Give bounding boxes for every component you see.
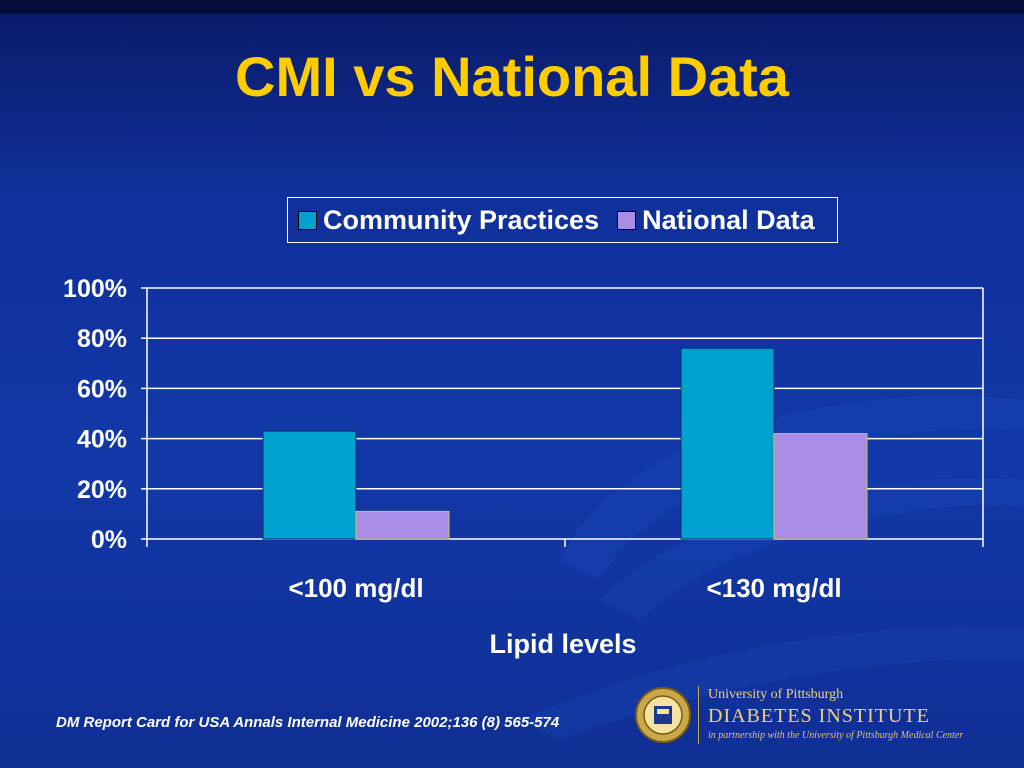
logo-divider (698, 686, 699, 744)
y-tick-label: 0% (91, 526, 127, 554)
citation-footer: DM Report Card for USA Annals Internal M… (56, 714, 560, 731)
bar-national-1 (773, 433, 868, 540)
legend-item-community: Community Practices (288, 205, 599, 236)
university-seal-icon (635, 687, 691, 743)
chart-legend: Community Practices National Data (287, 197, 838, 243)
diabetes-institute-logo: University of Pittsburgh DIABETES INSTIT… (632, 684, 1022, 746)
y-tick-label: 100% (63, 275, 127, 303)
logo-partnership-text: in partnership with the University of Pi… (708, 730, 964, 741)
legend-swatch-national (617, 210, 637, 230)
y-tick-label: 80% (77, 325, 127, 353)
x-axis-label: Lipid levels (489, 629, 636, 659)
legend-label-community: Community Practices (323, 204, 600, 235)
legend-label-national: National Data (642, 204, 815, 235)
x-tick-label: <130 mg/dl (706, 573, 841, 603)
bar-national-0 (355, 510, 450, 540)
bar-community-0 (262, 430, 357, 540)
bar-community-1 (680, 347, 775, 540)
y-tick-label: 20% (77, 476, 127, 504)
bar-chart: 0% 20% 40% 60% 80% 100% <100 mg/dl <130 mg/dl Li… (63, 275, 868, 659)
legend-swatch-community (298, 210, 317, 230)
x-tick-label: <100 mg/dl (288, 573, 423, 603)
slide-title: CMI vs National Data (235, 45, 789, 108)
y-tick-label: 60% (77, 375, 127, 403)
logo-institute-name: DIABETES INSTITUTE (708, 705, 930, 727)
logo-university-name: University of Pittsburgh (708, 687, 844, 702)
legend-item-national: National Data (607, 205, 815, 236)
y-tick-label: 40% (77, 426, 127, 454)
top-bar (0, 0, 1024, 14)
